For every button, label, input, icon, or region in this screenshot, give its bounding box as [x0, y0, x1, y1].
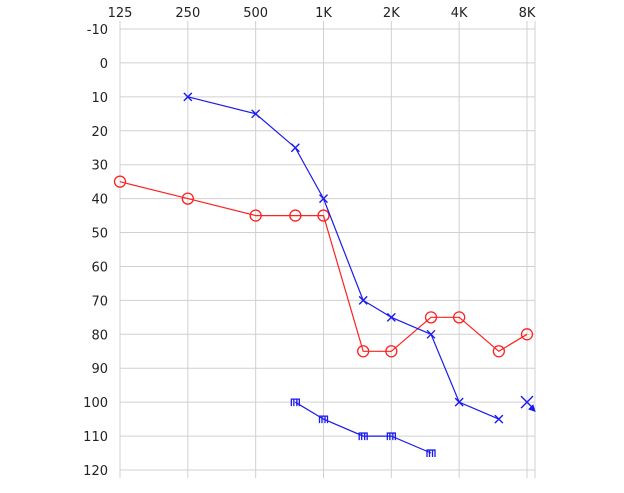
series: [113, 92, 536, 458]
bracket-marker: [426, 449, 436, 458]
x-tick-label: 250: [175, 6, 200, 21]
x-tick-label: 1K: [315, 6, 332, 21]
y-tick-label: 70: [91, 294, 108, 309]
cross-marker: [183, 92, 193, 102]
y-tick-label: 20: [91, 125, 108, 140]
x-tick-label: 2K: [383, 6, 400, 21]
y-tick-label: 110: [83, 430, 108, 445]
grid: [119, 21, 536, 478]
cross-marker: [290, 143, 300, 153]
circle-marker: [492, 345, 505, 358]
bracket-marker: [290, 398, 300, 407]
circle-marker: [181, 192, 194, 205]
cross-marker: [426, 329, 436, 339]
y-tick-label: 50: [91, 227, 108, 242]
bracket-marker: [358, 432, 368, 441]
cross-marker: [386, 312, 396, 322]
tick-labels: -10 0 10 20 30 40 50 60 70 80 90 100 110 120 125 250 500…: [83, 6, 536, 479]
circle-marker: [357, 345, 370, 358]
x-tick-label: 4K: [451, 6, 468, 21]
series-cross: [183, 92, 536, 424]
circle-series-line: [119, 181, 528, 353]
circle-marker: [520, 328, 534, 341]
bracket-series-line: [294, 401, 432, 454]
y-tick-label: 10: [91, 91, 108, 106]
circle-marker: [113, 175, 127, 188]
series-circle: [113, 175, 534, 358]
cross-marker: [358, 295, 368, 305]
x-tick-label: 8K: [519, 6, 536, 21]
y-tick-label: -10: [87, 23, 108, 38]
x-tick-label: 500: [243, 6, 268, 21]
y-tick-label: 60: [91, 260, 108, 275]
circle-marker: [289, 209, 302, 222]
y-tick-label: 40: [91, 193, 108, 208]
cross-marker: [454, 397, 464, 407]
circle-marker: [453, 311, 466, 324]
y-tick-label: 90: [91, 362, 108, 377]
y-tick-label: 30: [91, 159, 108, 174]
circle-marker: [424, 311, 438, 324]
circle-marker: [249, 209, 262, 222]
y-tick-label: 80: [91, 328, 108, 343]
cross-series-line: [187, 96, 500, 420]
circle-marker: [317, 209, 330, 222]
circle-marker: [385, 345, 398, 358]
y-tick-label: 0: [100, 57, 108, 72]
cross-marker: [251, 109, 261, 119]
bracket-marker: [386, 432, 396, 441]
y-tick-label: 120: [83, 464, 108, 479]
series-bracket: [290, 398, 436, 458]
y-tick-label: 100: [83, 396, 108, 411]
cross-marker: [494, 414, 504, 424]
bracket-marker: [318, 415, 329, 424]
cross-marker: [319, 194, 328, 204]
no-response-cross-marker: [520, 395, 534, 409]
x-tick-label: 125: [108, 6, 133, 21]
no-response-arrow: [528, 404, 536, 412]
